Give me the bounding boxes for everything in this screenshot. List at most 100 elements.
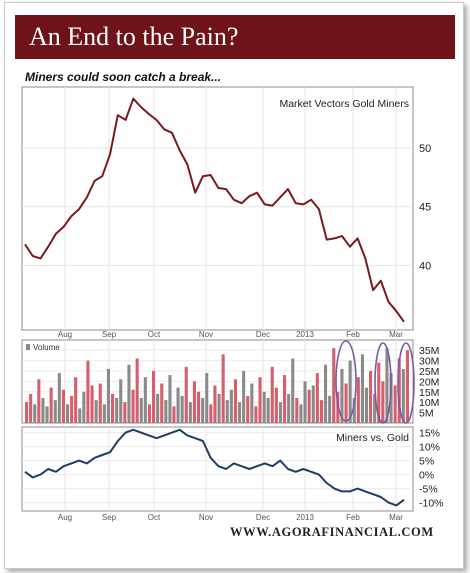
volume-bar [115, 398, 119, 423]
volume-bar [266, 398, 270, 423]
volume-bar [123, 402, 127, 423]
volume-bar [139, 398, 143, 423]
volume-bar [119, 379, 123, 423]
panel-frame-1 [21, 86, 414, 331]
volume-bar [287, 393, 291, 423]
volume-bar [283, 375, 287, 423]
highlight-ellipse-2 [374, 342, 392, 424]
volume-ytick-label: 10M [419, 397, 439, 409]
title-banner: An End to the Pain? [15, 15, 455, 59]
ratio-ytick-label: -5% [419, 484, 438, 496]
volume-bar [340, 368, 344, 423]
volume-bar [106, 368, 110, 423]
page-title: An End to the Pain? [29, 22, 239, 51]
volume-bar [164, 400, 168, 423]
volume-bar [303, 381, 307, 423]
volume-bar [238, 402, 242, 423]
volume-bar [172, 406, 176, 423]
volume-bar [213, 385, 217, 423]
volume-bar [254, 406, 258, 423]
footer-url: WWW.AGORAFINANCIAL.COM [230, 525, 434, 539]
volume-bar [29, 393, 33, 423]
ratio-line [24, 428, 405, 507]
volume-bar [61, 389, 65, 423]
volume-bar [221, 354, 225, 423]
volume-bar [205, 373, 209, 423]
volume-bar [344, 383, 348, 423]
volume-bar [397, 358, 401, 423]
price-ytick-label: 45 [419, 202, 431, 214]
volume-bar [381, 381, 385, 423]
volume-bar [98, 383, 102, 423]
volume-bar [405, 350, 409, 423]
volume-bar [352, 398, 356, 423]
x-tick-label-top: Feb [346, 330, 360, 339]
x-tick-label-bottom: Feb [346, 513, 360, 522]
x-tick-label-top: Mar [389, 330, 403, 339]
x-tick-label-bottom: Oct [148, 513, 161, 522]
volume-bar [369, 371, 373, 423]
volume-bar [315, 373, 319, 423]
x-tick-label-top: Nov [199, 330, 213, 339]
volume-ytick-label: 30M [419, 356, 439, 368]
volume-ytick-label: 20M [419, 376, 439, 388]
volume-bar [66, 404, 70, 423]
volume-bar [70, 395, 74, 423]
volume-bar [94, 400, 98, 423]
x-tick-label-top: Aug [58, 330, 72, 339]
volume-bar [86, 360, 90, 423]
volume-bar [176, 387, 180, 423]
ratio-ytick-label: 15% [419, 428, 440, 440]
volume-bar [225, 400, 229, 423]
x-tick-label-top: Sep [102, 330, 117, 339]
volume-bar [37, 379, 41, 423]
x-tick-label-bottom: Nov [199, 513, 213, 522]
volume-bar [168, 375, 172, 423]
volume-bar [78, 408, 82, 423]
x-tick-label-top: Dec [256, 330, 270, 339]
volume-legend-swatch [26, 344, 30, 350]
volume-bar [348, 360, 352, 423]
volume-bar [377, 362, 381, 423]
x-tick-label-bottom: 2013 [296, 513, 314, 522]
volume-bar [131, 389, 135, 423]
volume-bar [242, 371, 246, 423]
panel-frame-3 [21, 426, 414, 512]
ratio-series-label: Miners vs. Gold [336, 432, 409, 444]
volume-bar [332, 348, 336, 423]
volume-bar [385, 348, 389, 423]
volume-bar [180, 395, 184, 423]
volume-bar [102, 404, 106, 423]
volume-bar [74, 377, 78, 423]
volume-bar [53, 400, 57, 423]
volume-bar [233, 379, 237, 423]
volume-bar [246, 395, 250, 423]
volume-bar [360, 354, 364, 423]
volume-legend-label: Volume [33, 343, 60, 352]
volume-bar [41, 398, 45, 423]
x-tick-label-bottom: Dec [256, 513, 270, 522]
ratio-ytick-label: 5% [419, 456, 434, 468]
volume-bar [262, 391, 266, 423]
volume-bar [229, 389, 233, 423]
volume-bar [201, 398, 205, 423]
volume-bar [25, 402, 29, 423]
volume-ytick-label: 35M [419, 345, 439, 357]
volume-bar [184, 366, 188, 423]
volume-bar [278, 402, 282, 423]
x-tick-label-bottom: Aug [58, 513, 72, 522]
x-tick-label-top: 2013 [296, 330, 314, 339]
volume-bar [33, 404, 37, 423]
ratio-ytick-label: -10% [419, 498, 444, 510]
volume-bar [393, 385, 397, 423]
volume-bar [295, 398, 299, 423]
volume-bar [311, 385, 315, 423]
price-ytick-label: 40 [419, 260, 431, 272]
volume-bar [250, 383, 254, 423]
volume-bar [291, 358, 295, 423]
volume-bar [364, 387, 368, 423]
volume-bar [299, 404, 303, 423]
volume-bar [143, 377, 147, 423]
ratio-ytick-label: 10% [419, 442, 440, 454]
subtitle: Miners could soon catch a break... [25, 70, 222, 84]
